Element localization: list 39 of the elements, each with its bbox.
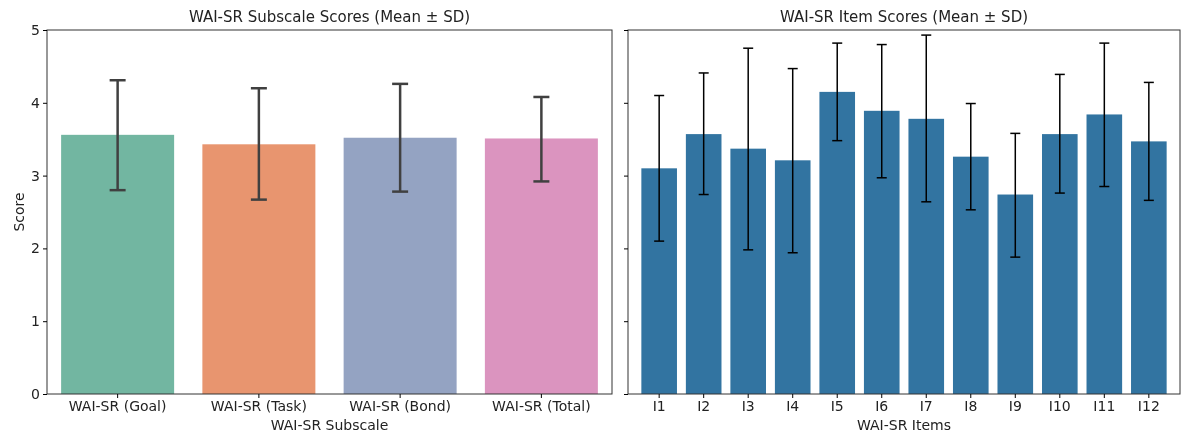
- y-tick-label: 5: [31, 21, 40, 38]
- y-tick-label: 0: [31, 385, 40, 402]
- bar: [863, 110, 900, 394]
- y-tick-label: 2: [31, 240, 40, 257]
- x-tick-label: I7: [919, 397, 933, 414]
- bar: [997, 194, 1034, 394]
- x-tick-label: I8: [964, 397, 978, 414]
- bar: [1086, 114, 1123, 394]
- x-tick-label: WAI-SR (Total): [492, 397, 591, 414]
- y-tick-label: 1: [31, 313, 40, 330]
- bar: [730, 148, 766, 394]
- bar: [952, 156, 989, 394]
- y-tick-label: 3: [31, 167, 40, 184]
- x-tick-label: WAI-SR (Bond): [349, 397, 452, 414]
- bar: [908, 118, 945, 394]
- x-tick-label: I11: [1093, 397, 1116, 414]
- x-tick-label: I4: [786, 397, 800, 414]
- x-tick-label: I12: [1137, 397, 1160, 414]
- y-axis-title: Score: [11, 192, 27, 232]
- x-axis-title: WAI-SR Subscale: [270, 417, 389, 433]
- bar: [1131, 141, 1167, 394]
- x-axis-title: WAI-SR Items: [856, 417, 952, 433]
- x-tick-label: I3: [741, 397, 755, 414]
- x-tick-label: I9: [1008, 397, 1022, 414]
- bar: [1042, 134, 1078, 394]
- x-tick-label: WAI-SR (Task): [210, 397, 307, 414]
- bar: [685, 134, 722, 394]
- y-tick-label: 4: [31, 94, 41, 111]
- bar: [819, 91, 856, 394]
- bar: [774, 160, 811, 394]
- x-tick-label: I2: [697, 397, 711, 414]
- x-tick-label: WAI-SR (Goal): [68, 397, 167, 414]
- bar: [641, 168, 677, 394]
- x-tick-label: I6: [875, 397, 889, 414]
- x-tick-label: I5: [830, 397, 844, 414]
- x-tick-label: I10: [1048, 397, 1071, 414]
- chart-title: WAI-SR Subscale Scores (Mean ± SD): [188, 8, 471, 26]
- x-tick-label: I1: [652, 397, 666, 414]
- chart-title: WAI-SR Item Scores (Mean ± SD): [779, 8, 1029, 26]
